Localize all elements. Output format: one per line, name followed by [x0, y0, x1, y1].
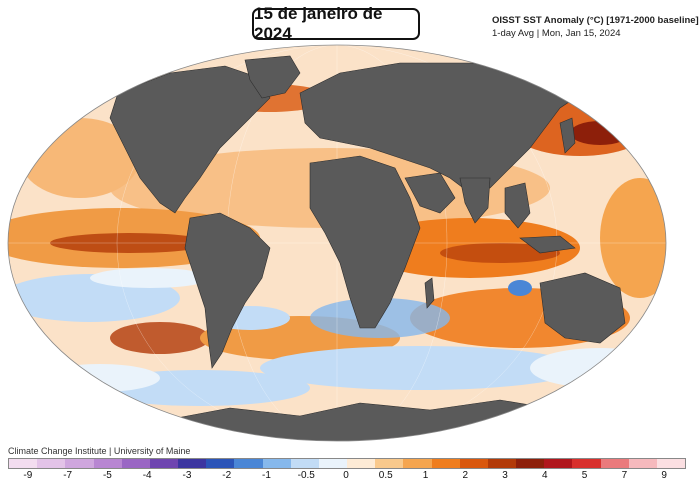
colorbar-tick-label: -4 — [142, 470, 152, 481]
colorbar-tick-label: -3 — [182, 470, 192, 481]
map-title: 15 de janeiro de 2024 — [252, 4, 420, 43]
colorbar-segment — [9, 459, 38, 468]
colorbar-segment — [121, 459, 150, 468]
world-map-svg — [7, 44, 667, 442]
colorbar-segment — [178, 459, 207, 468]
colorbar-tick-label: 3 — [502, 470, 508, 481]
colorbar-tick-label: 0.5 — [378, 470, 393, 481]
colorbar-segment — [516, 459, 545, 468]
map-header: OISST SST Anomaly (°C) [1971-2000 baseli… — [492, 14, 699, 40]
colorbar-segment — [544, 459, 573, 468]
colorbar-tick-label: 4 — [542, 470, 548, 481]
colorbar-segment — [206, 459, 235, 468]
colorbar-segment — [403, 459, 432, 468]
colorbar-tick-label: -1 — [262, 470, 271, 481]
colorbar-tick-label: -9 — [23, 470, 33, 481]
colorbar-segment — [459, 459, 488, 468]
colorbar-tick-label: -0.5 — [297, 470, 315, 481]
colorbar-segment — [572, 459, 601, 468]
colorbar-segment — [431, 459, 460, 468]
colorbar-segment — [628, 459, 657, 468]
credit-text: Climate Change Institute | University of… — [8, 446, 191, 456]
colorbar-tick-label: -5 — [102, 470, 112, 481]
colorbar-tick-label: -7 — [63, 470, 73, 481]
colorbar-tick-label: 0 — [343, 470, 349, 481]
colorbar-ticks: -9 -7 -5 -4 -3 -2 -1 -0.5 0 0.5 1 2 3 4 5 7 9 — [8, 470, 684, 486]
colorbar-segment — [656, 459, 686, 468]
dataset-title: OISST SST Anomaly (°C) [1971-2000 baseli… — [492, 15, 699, 26]
world-map — [0, 38, 700, 448]
ocean-layer — [8, 45, 666, 441]
colorbar-segment — [149, 459, 179, 468]
colorbar — [8, 458, 686, 469]
colorbar-tick-label: 9 — [661, 470, 667, 481]
colorbar-segment — [65, 459, 94, 468]
dataset-date: 1-day Avg | Mon, Jan 15, 2024 — [492, 28, 621, 39]
colorbar-segment — [262, 459, 291, 468]
colorbar-segment — [37, 459, 66, 468]
colorbar-segment — [347, 459, 376, 468]
colorbar-tick-label: -2 — [222, 470, 232, 481]
colorbar-tick-label: 7 — [621, 470, 628, 481]
colorbar-segment — [290, 459, 319, 468]
colorbar-tick-label: 1 — [422, 470, 429, 481]
colorbar-segment — [318, 459, 348, 468]
colorbar-tick-label: 5 — [581, 470, 588, 481]
colorbar-tick-label: 2 — [462, 470, 469, 481]
colorbar-segment — [93, 459, 122, 468]
colorbar-segment — [375, 459, 404, 468]
colorbar-segment — [600, 459, 629, 468]
colorbar-segment — [487, 459, 517, 468]
land-layer — [109, 55, 651, 441]
colorbar-segment — [234, 459, 263, 468]
globe-outline — [7, 44, 667, 442]
